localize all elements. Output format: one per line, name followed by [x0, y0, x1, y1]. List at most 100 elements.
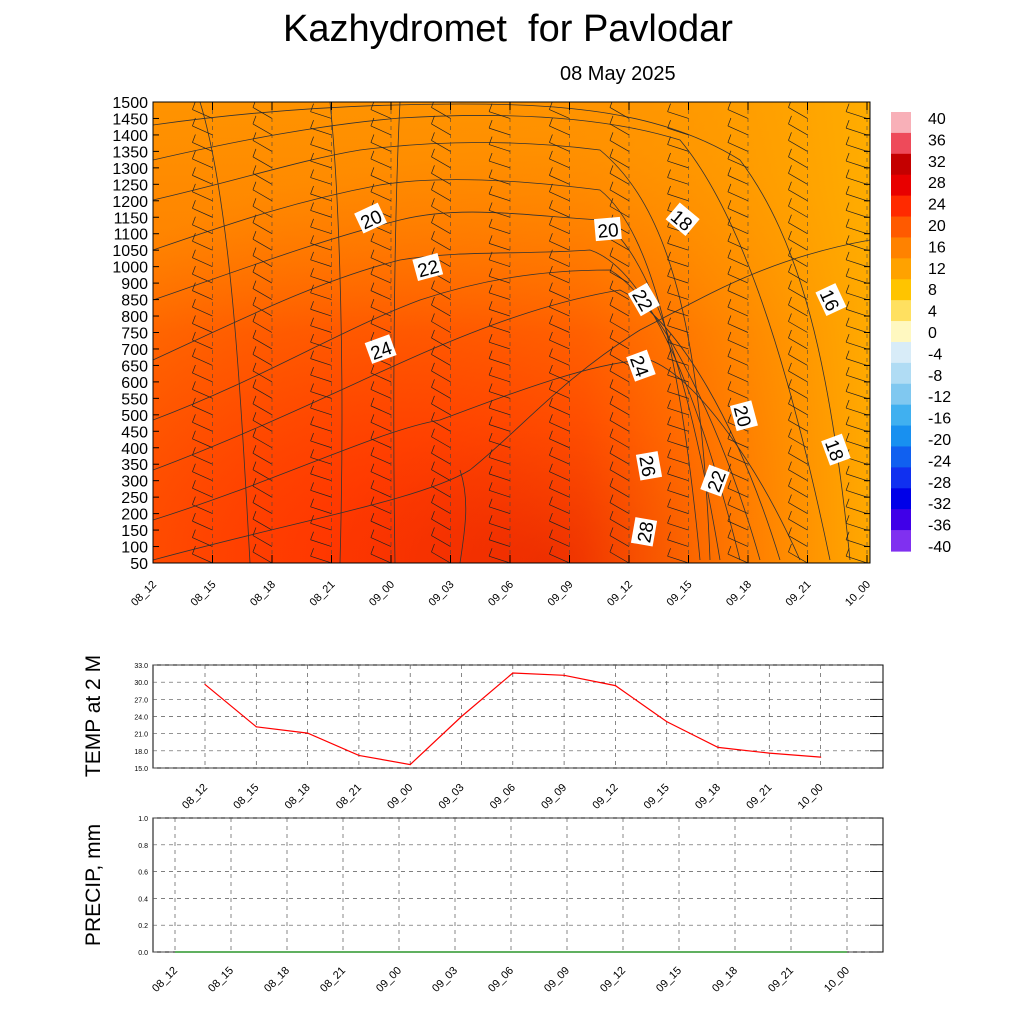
- wind-barb-staff: [370, 553, 392, 563]
- wind-barb-flag: [488, 251, 493, 260]
- wind-barb-staff: [431, 518, 451, 531]
- wind-barb-flag: [488, 284, 493, 293]
- wind-barb-staff: [727, 158, 749, 169]
- wind-barb-flag: [667, 268, 671, 277]
- wind-barb-staff: [788, 271, 808, 284]
- wind-barb-flag: [668, 87, 671, 95]
- colorbar-label: 28: [928, 175, 946, 192]
- temp-y-tick-label: 30.0: [134, 680, 148, 687]
- wind-barb-flag: [727, 331, 732, 341]
- wind-barb-staff: [488, 341, 511, 350]
- precip-x-tick-label: 09_00: [374, 965, 404, 995]
- colorbar-label: -16: [928, 411, 951, 428]
- wind-barb-flag: [431, 280, 435, 289]
- wind-barb-flag: [252, 527, 257, 536]
- colorbar-label: 8: [928, 282, 937, 299]
- wind-barb-staff: [845, 358, 868, 366]
- wind-barb-staff: [788, 518, 808, 531]
- wind-barb-flag: [370, 249, 375, 258]
- wind-barb-staff: [667, 341, 689, 350]
- precip-y-axis-label: PRECIP, mm: [82, 824, 105, 946]
- wind-barb-flag: [192, 150, 196, 160]
- wind-barb-flag: [252, 214, 257, 223]
- wind-barb-flag: [192, 315, 196, 324]
- wind-barb-staff: [609, 354, 630, 366]
- wind-barb-flag: [667, 531, 671, 540]
- wind-barb-staff: [788, 469, 808, 481]
- wind-barb-flag: [667, 251, 671, 260]
- wind-barb-flag: [609, 428, 614, 437]
- wind-barb-flag: [310, 202, 314, 211]
- wind-barb-flag: [788, 395, 792, 404]
- contour-label-bg: [354, 202, 388, 234]
- wind-barb-staff: [370, 438, 392, 449]
- wind-barb-staff: [192, 553, 213, 563]
- wind-barb-staff: [549, 553, 570, 563]
- wind-barb-staff: [390, 102, 391, 103]
- wind-barb-flag: [845, 202, 850, 211]
- wind-barb-staff: [252, 551, 273, 563]
- wind-barb-flag: [549, 348, 553, 357]
- wind-barb-staff: [192, 323, 213, 333]
- wind-barb-staff: [667, 473, 689, 482]
- temp-point: [307, 732, 309, 734]
- wind-barb-flag: [788, 527, 792, 536]
- wind-barb-staff: [252, 321, 273, 333]
- wind-barb-staff: [727, 306, 749, 317]
- wind-barb-staff: [788, 222, 808, 235]
- wind-barb-flag: [549, 331, 553, 341]
- wind-barb-staff: [845, 292, 868, 300]
- wind-barb-flag: [370, 529, 375, 538]
- wind-barb-flag: [310, 548, 314, 557]
- wind-barb-staff: [667, 358, 689, 366]
- colorbar-label: 0: [928, 325, 937, 342]
- wind-barb-flag: [431, 362, 435, 372]
- wind-barb-staff: [488, 490, 511, 498]
- wind-barb-flag: [727, 282, 732, 291]
- wind-barb-flag: [431, 181, 435, 190]
- wind-barb-staff: [549, 290, 570, 300]
- wind-barb-staff: [845, 111, 868, 119]
- wind-barb-staff: [788, 436, 808, 449]
- precip-y-tick-label: 0.8: [138, 843, 148, 850]
- wind-barb-staff: [310, 457, 332, 465]
- wind-barb-flag: [727, 249, 732, 258]
- colorbar-label: -4: [928, 346, 942, 363]
- wind-barb-staff: [431, 173, 451, 185]
- wind-barb-flag: [609, 445, 614, 454]
- wind-barb-flag: [431, 102, 434, 108]
- wind-barb-flag: [192, 463, 196, 472]
- colorbar-label: 40: [928, 111, 946, 128]
- wind-barb-flag: [549, 200, 553, 209]
- wind-barb-staff: [431, 502, 451, 514]
- wind-barb-staff: [310, 407, 332, 416]
- wind-barb-flag: [370, 282, 375, 291]
- wind-barb-flag: [549, 414, 553, 423]
- wind-barb-flag: [549, 480, 553, 489]
- heatmap-cool-shade: [153, 102, 870, 563]
- wind-barb-flag: [845, 548, 850, 557]
- wind-barb-flag: [727, 513, 732, 522]
- wind-barb-flag: [431, 148, 435, 157]
- wind-barb-flag: [488, 235, 493, 244]
- wind-barb-staff: [488, 358, 511, 366]
- precip-x-tick-label: 09_03: [430, 965, 460, 995]
- wind-barbs: [132, 85, 868, 563]
- wind-barb-flag: [727, 183, 732, 192]
- wind-barb-flag: [488, 366, 493, 376]
- wind-barb-flag: [370, 315, 375, 324]
- wind-barb-staff: [192, 438, 213, 449]
- wind-barb-staff: [192, 471, 213, 481]
- wind-barb-flag: [845, 218, 850, 228]
- wind-barb-staff: [431, 469, 451, 481]
- temp-y-tick-label: 33.0: [134, 663, 148, 670]
- wind-barb-flag: [132, 87, 135, 95]
- wind-barb-staff: [549, 142, 570, 152]
- contour-label: 20: [594, 216, 622, 243]
- wind-barb-staff: [727, 109, 749, 119]
- wind-barb-flag: [371, 85, 374, 93]
- wind-barb-flag: [609, 527, 614, 536]
- wind-barb-staff: [747, 102, 748, 103]
- colorbar-segment: [891, 321, 911, 343]
- contour-line: [153, 103, 851, 561]
